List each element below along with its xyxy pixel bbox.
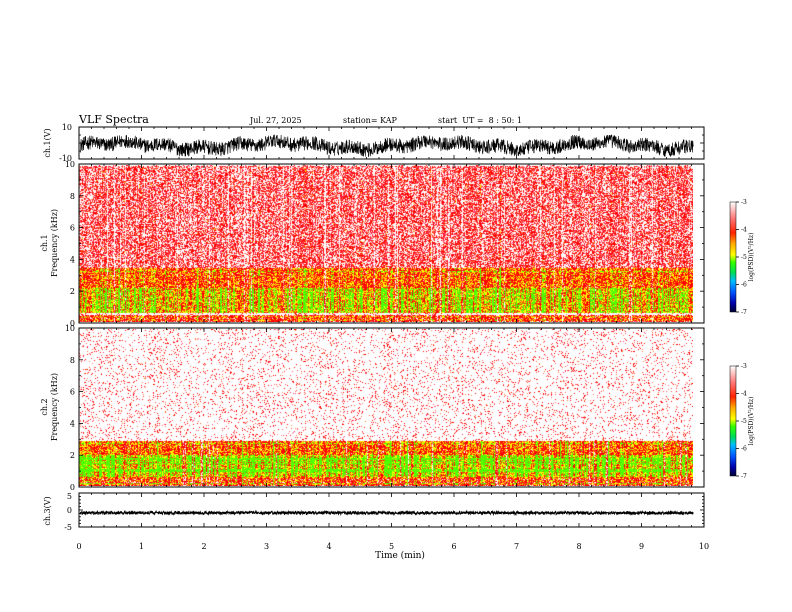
spec2-ytick-label: 6 bbox=[70, 388, 75, 397]
ch2-spectrogram-image bbox=[79, 329, 693, 486]
x-tick-label: 4 bbox=[326, 542, 331, 551]
ch2-colorbar-ticks: -3 -4 -5 -6 -7 bbox=[736, 363, 747, 480]
ch3-ytick-bottom: -5 bbox=[64, 523, 72, 532]
ch1-ytick-bottom: -10 bbox=[59, 154, 72, 163]
ch3-ytick-mid: 0 bbox=[67, 506, 72, 515]
ch3-ticks bbox=[78, 492, 705, 528]
ch3-ylabel: ch.3(V) bbox=[43, 496, 52, 525]
x-axis-tick-labels: 0 1 2 3 4 5 6 7 8 9 10 bbox=[76, 542, 709, 551]
spec1-ytick-label: 2 bbox=[70, 287, 75, 296]
colorbar-tick-label: -7 bbox=[741, 309, 747, 316]
colorbar-tick-label: -3 bbox=[741, 199, 747, 206]
station-label: station= KAP bbox=[343, 116, 398, 125]
spec2-ytick-label: 10 bbox=[65, 324, 75, 333]
ch1-ylabel: ch.1(V) bbox=[43, 128, 52, 157]
ch1-ytick-top: 10 bbox=[62, 123, 72, 132]
ch1-channel-label: ch.1 bbox=[40, 234, 49, 251]
x-tick-label: 6 bbox=[451, 542, 456, 551]
ch1-spectrogram-ytick-labels: 0 2 4 6 8 10 bbox=[65, 160, 75, 328]
ch1-spectrogram-ticks bbox=[78, 163, 705, 324]
x-tick-label: 10 bbox=[699, 542, 709, 551]
colorbar-tick-label: -4 bbox=[741, 391, 747, 398]
colorbar-tick-label: -7 bbox=[741, 473, 747, 480]
ch1-spectrogram-image bbox=[79, 165, 693, 322]
x-tick-label: 2 bbox=[201, 542, 206, 551]
spec2-ytick-label: 2 bbox=[70, 451, 75, 460]
ch1-colorbar-bar bbox=[729, 201, 737, 313]
ch2-spectrogram-panel: 0 2 4 6 8 10 ch.2 Frequency (kHz) bbox=[40, 324, 705, 492]
x-tick-label: 9 bbox=[639, 542, 644, 551]
x-tick-label: 0 bbox=[76, 542, 81, 551]
ch1-waveform-panel: 10 -10 ch.1(V) bbox=[43, 123, 705, 163]
x-tick-label: 8 bbox=[576, 542, 581, 551]
ch3-waveform-panel: 5 0 -5 ch.3(V) bbox=[43, 492, 705, 532]
figure-title: VLF Spectra bbox=[78, 113, 149, 126]
ch1-frequency-label: Frequency (kHz) bbox=[50, 209, 59, 277]
spec2-ytick-label: 8 bbox=[70, 356, 75, 365]
ch1-colorbar-ticks: -3 -4 -5 -6 -7 bbox=[736, 199, 747, 316]
ch1-waveform-line bbox=[79, 133, 694, 158]
ch2-spectrogram-ticks bbox=[78, 327, 705, 488]
colorbar-tick-label: -5 bbox=[741, 418, 747, 425]
ch2-spectrogram-ytick-labels: 0 2 4 6 8 10 bbox=[65, 324, 75, 492]
ch1-ticks bbox=[78, 126, 705, 160]
x-tick-label: 7 bbox=[514, 542, 519, 551]
ch2-frequency-label: Frequency (kHz) bbox=[50, 373, 59, 441]
x-tick-label: 5 bbox=[389, 542, 394, 551]
x-tick-label: 3 bbox=[264, 542, 269, 551]
spec1-ytick-label: 4 bbox=[70, 255, 75, 264]
x-tick-label: 1 bbox=[139, 542, 144, 551]
colorbar-tick-label: -5 bbox=[741, 254, 747, 261]
ch2-channel-label: ch.2 bbox=[40, 398, 49, 415]
date-label: Jul. 27, 2025 bbox=[249, 116, 302, 125]
spec2-ytick-label: 4 bbox=[70, 419, 75, 428]
colorbar-tick-label: -3 bbox=[741, 363, 747, 370]
spec1-ytick-label: 0 bbox=[70, 319, 75, 328]
ch3-waveform-line bbox=[79, 509, 694, 517]
colorbar-tick-label: -6 bbox=[741, 446, 747, 453]
ch1-spectrogram-panel: 0 2 4 6 8 10 ch.1 Frequency (kHz) bbox=[40, 160, 705, 328]
ch2-colorbar: -3 -4 -5 -6 -7 log(PSD)(V²/Hz) bbox=[729, 363, 755, 480]
colorbar-tick-label: -4 bbox=[741, 227, 747, 234]
ch2-colorbar-bar bbox=[729, 365, 737, 477]
x-axis-label: Time (min) bbox=[375, 550, 425, 561]
start-time-label: start UT = 8 : 50: 1 bbox=[438, 116, 522, 125]
ch3-ytick-top: 5 bbox=[67, 492, 72, 501]
ch1-colorbar-label: log(PSD)(V²/Hz) bbox=[748, 233, 755, 282]
spec1-ytick-label: 6 bbox=[70, 224, 75, 233]
spec1-ytick-label: 8 bbox=[70, 192, 75, 201]
spec1-ytick-label: 10 bbox=[65, 160, 75, 169]
ch2-colorbar-label: log(PSD)(V²/Hz) bbox=[748, 397, 755, 446]
ch3-waveform-frame bbox=[78, 492, 705, 528]
colorbar-tick-label: -6 bbox=[741, 282, 747, 289]
spec2-ytick-label: 0 bbox=[70, 483, 75, 492]
ch1-colorbar: -3 -4 -5 -6 -7 log(PSD)(V²/Hz) bbox=[729, 199, 755, 316]
